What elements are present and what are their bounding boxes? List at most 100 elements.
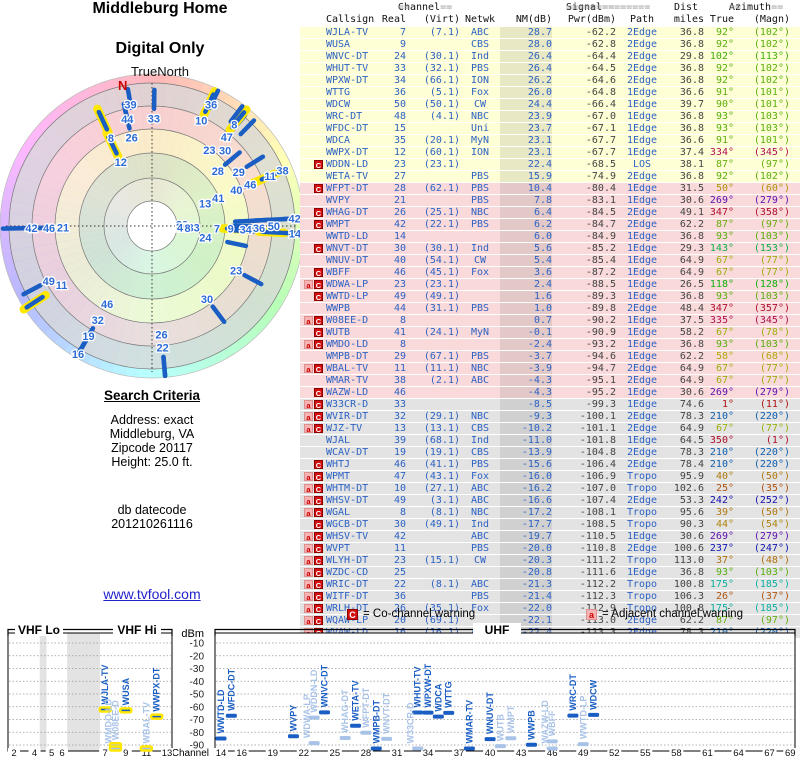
- cell-azimuth-true: 67°: [715, 267, 734, 278]
- cell-callsign: WNVC-DT: [326, 51, 369, 62]
- cell-azimuth-magnetic: (220°): [753, 459, 790, 470]
- cell-network: ION: [470, 75, 490, 86]
- cell-path: 2Edge: [626, 411, 658, 422]
- dbm-tick-label: -20: [190, 651, 205, 662]
- table-row: WDCW 50 (50.1) CW 24.4 -66.4 1Edge 39.7 90° (101°…: [300, 99, 800, 111]
- cell-path: 1Edge: [626, 135, 658, 146]
- channel-tick-label: 64: [733, 748, 744, 759]
- station-tick: [249, 217, 274, 223]
- cell-distance: 102.6: [673, 483, 704, 494]
- co-channel-warning-icon: C: [314, 280, 323, 290]
- station-channel-label: 23: [176, 219, 188, 231]
- cell-callsign: WVPT: [326, 543, 351, 554]
- station-channel-label: 40: [230, 185, 242, 197]
- cell-azimuth-true: 93°: [715, 231, 734, 242]
- rim-sector: [9, 161, 23, 178]
- table-row: a C WHTM-DT 10 (27.1) ABC -16.2 -107.0 Tropo 102.…: [300, 483, 800, 495]
- cell-azimuth-true: 93°: [715, 291, 734, 302]
- cell-distance: 36.8: [679, 123, 704, 134]
- cell-callsign: WZDC-CD: [326, 567, 369, 578]
- col-virt: (Virt): [423, 14, 460, 25]
- table-row: a C WQAW-LP 20 (69.1) -22.1 -113.0 2Edge 62.2 87°…: [300, 615, 800, 627]
- station-channel-label: 21: [57, 223, 69, 235]
- cell-azimuth-true: 175°: [709, 603, 734, 614]
- station-marker-label: WFDC-DT: [226, 668, 236, 710]
- cell-callsign: WHSV-DT: [326, 495, 369, 506]
- station-marker: [350, 723, 362, 728]
- cell-noise-margin: 26.4: [500, 63, 552, 74]
- tick-bg: [389, 748, 404, 758]
- rim-sector: [13, 285, 29, 302]
- station-marker-label: WBFF: [547, 710, 557, 736]
- tint-sector: [9, 200, 128, 224]
- co-channel-warning-icon: C: [347, 608, 358, 620]
- cell-path: 1Edge: [626, 327, 658, 338]
- cell-real-channel: 49: [393, 495, 406, 506]
- cell-azimuth-true: 67°: [715, 423, 734, 434]
- rim-sector: [14, 149, 29, 166]
- cell-azimuth-true: 67°: [715, 375, 734, 386]
- cell-virtual-channel: (27.1): [423, 483, 460, 494]
- cell-power: -67.7: [585, 147, 616, 158]
- cell-noise-margin: 1.6: [500, 291, 552, 302]
- cell-real-channel: 12: [393, 147, 406, 158]
- cell-distance: 36.8: [679, 231, 704, 242]
- cell-virtual-channel: (30.1): [423, 243, 460, 254]
- cell-azimuth-magnetic: (50°): [759, 507, 790, 518]
- center-circle: [127, 201, 177, 251]
- tick-bg: [514, 748, 529, 758]
- adjacent-channel-warning-icon: a: [304, 616, 313, 626]
- cell-path: 1Edge: [626, 87, 658, 98]
- cell-path: 1Edge: [626, 183, 658, 194]
- cell-path: 1Edge: [626, 435, 658, 446]
- cell-power: -101.8: [579, 435, 616, 446]
- cell-power: -84.9: [585, 231, 616, 242]
- cell-virtual-channel: (49.1): [423, 519, 460, 530]
- station-marker: [463, 746, 475, 751]
- warning-flags: C: [300, 520, 326, 530]
- cell-network: ABC: [470, 531, 490, 542]
- co-channel-warning-icon: C: [314, 160, 323, 170]
- tint-sector: [171, 134, 270, 212]
- station-tick: [225, 239, 249, 249]
- cell-callsign: WJAL: [326, 435, 351, 446]
- cell-power: -106.4: [579, 459, 616, 470]
- header-dist-group: Dist: [673, 2, 699, 13]
- cell-path: Tropo: [626, 555, 658, 566]
- station-channel-label: 29: [233, 167, 245, 179]
- magnetic-north-label: N: [118, 78, 128, 93]
- station-channel-label: 24: [199, 232, 212, 244]
- cell-callsign: WVPY: [326, 195, 351, 206]
- table-row: WVPY 21 PBS 7.8 -83.1 1Edge 30.6 269° (279°): [300, 195, 800, 207]
- cell-callsign: WDCA: [326, 135, 351, 146]
- col-real: Real: [381, 14, 406, 25]
- tint-sector: [42, 124, 135, 210]
- cell-distance: 36.8: [679, 567, 704, 578]
- datecode-label: db datecode: [117, 503, 187, 517]
- tint-sector: [160, 91, 214, 204]
- cell-distance: 29.3: [679, 243, 704, 254]
- cell-azimuth-magnetic: (77°): [759, 375, 790, 386]
- station-tick: [229, 110, 247, 130]
- warning-flags: C: [300, 244, 326, 254]
- station-marker-label: WNVC-DT: [320, 664, 330, 707]
- cell-noise-margin: -21.4: [500, 591, 552, 602]
- tick-bg: [214, 748, 228, 758]
- vhf-lo-band-label: VHF Lo: [18, 623, 60, 637]
- cell-azimuth-true: 350°: [709, 435, 734, 446]
- tick-bg: [55, 748, 68, 758]
- cell-azimuth-magnetic: (37°): [759, 591, 790, 602]
- tvfool-link[interactable]: www.tvfool.com: [103, 586, 201, 602]
- cell-real-channel: 30: [393, 519, 406, 530]
- station-tick: [280, 230, 305, 237]
- cell-real-channel: 22: [393, 579, 406, 590]
- cell-callsign: WFDC-DT: [326, 123, 369, 134]
- co-channel-warning-icon: C: [314, 604, 323, 614]
- rim-sector: [211, 349, 228, 365]
- station-marker-label: WBAL-TV: [141, 702, 151, 744]
- rim-sector: [252, 317, 269, 335]
- cell-noise-margin: -2.4: [500, 339, 552, 350]
